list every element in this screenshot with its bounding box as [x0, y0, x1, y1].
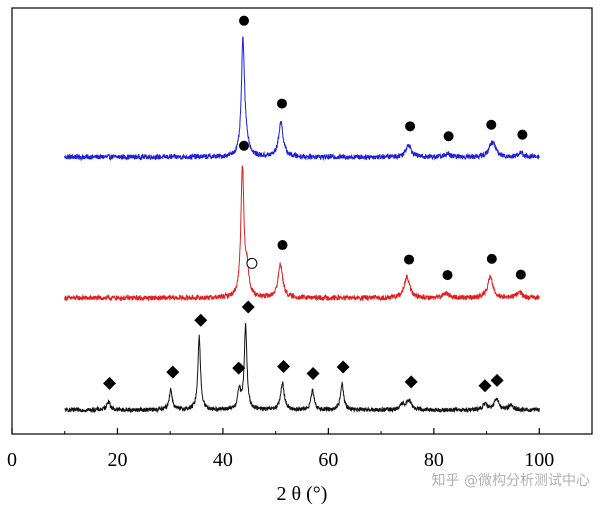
x-tick-label: 60 — [318, 449, 338, 471]
phase-marker-diamond — [336, 360, 350, 374]
phase-marker-diamond — [478, 379, 492, 393]
phase-marker-circle — [405, 121, 416, 132]
phase-marker-circle — [404, 254, 415, 265]
phase-marker-circle — [517, 129, 528, 140]
phase-marker-circle — [443, 131, 454, 142]
xrd-trace-2 — [64, 165, 540, 302]
xrd-trace-1 — [64, 36, 540, 162]
phase-marker-diamond — [404, 375, 418, 389]
phase-marker-circle — [486, 119, 497, 130]
phase-marker-circle — [486, 253, 497, 264]
phase-marker-circle — [277, 240, 288, 251]
x-tick-label: 40 — [213, 449, 233, 471]
phase-marker-diamond — [241, 300, 255, 314]
xrd-trace-3 — [64, 322, 540, 414]
phase-marker-diamond — [103, 376, 117, 390]
x-tick-label: 20 — [107, 449, 127, 471]
phase-marker-diamond — [306, 366, 320, 380]
phase-marker-diamond — [194, 313, 208, 327]
phase-marker-circle — [442, 270, 453, 281]
phase-marker-open-circle — [246, 257, 258, 269]
watermark: 知乎 @微构分析测试中心 — [431, 473, 590, 489]
phase-marker-circle — [515, 269, 526, 280]
x-tick-label: 80 — [424, 449, 444, 471]
phase-marker-diamond — [232, 361, 246, 375]
phase-marker-circle — [276, 98, 287, 109]
x-tick-label: 100 — [524, 449, 554, 471]
phase-marker-diamond — [277, 360, 291, 374]
x-tick-label: 0 — [7, 449, 17, 471]
phase-marker-circle — [239, 140, 249, 151]
phase-marker-circle — [239, 15, 249, 26]
phase-marker-diamond — [166, 365, 180, 379]
plot-frame — [11, 7, 593, 435]
x-axis-title: 2 θ (°) — [277, 483, 328, 505]
phase-marker-diamond — [490, 373, 504, 387]
